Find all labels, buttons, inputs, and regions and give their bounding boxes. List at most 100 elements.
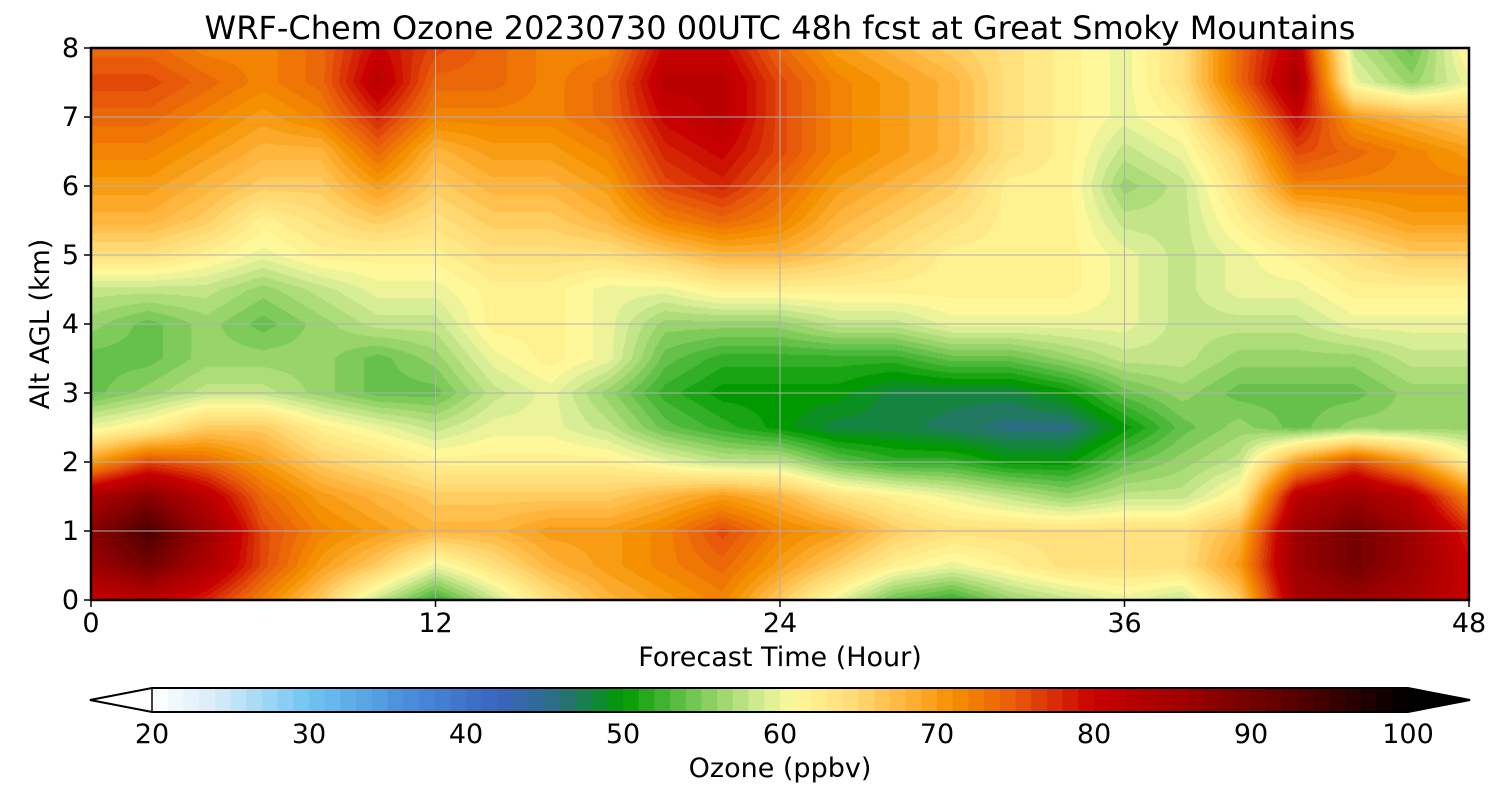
colorbar-band [403,688,420,712]
colorbar-band [371,688,389,712]
colorbar-band [1313,688,1331,712]
y-tick-label: 5 [62,240,79,271]
colorbar-band [1345,688,1362,712]
colorbar-band [654,688,671,712]
colorbar-band [1109,688,1126,712]
colorbar-band [1125,688,1142,712]
colorbar-tick-label: 20 [135,719,169,750]
colorbar-band [1172,688,1189,712]
colorbar-band [842,688,860,712]
x-tick-label: 48 [1452,608,1486,639]
colorbar-tick-label: 40 [449,719,483,750]
colorbar-band [1298,688,1315,712]
colorbar-band [984,688,1001,712]
colorbar-band [1329,688,1346,712]
colorbar-band [748,688,765,712]
colorbar-band [560,688,577,712]
colorbar-band [309,688,326,712]
colorbar-band [1376,688,1393,712]
colorbar-tick-label: 50 [606,719,640,750]
colorbar-band [827,688,844,712]
colorbar-band [1078,688,1095,712]
colorbar-band [670,688,687,712]
colorbar-tick-label: 60 [763,719,797,750]
colorbar-band [324,688,341,712]
y-tick-label: 8 [62,33,79,64]
colorbar-band [1266,688,1283,712]
colorbar-band [340,688,357,712]
colorbar-band [717,688,734,712]
colorbar-band [811,688,828,712]
chart-title: WRF-Chem Ozone 20230730 00UTC 48h fcst a… [205,9,1356,47]
colorbar-band [183,688,200,712]
colorbar-band [1251,688,1268,712]
colorbar-band [1031,688,1048,712]
colorbar-band [1235,688,1252,712]
colorbar-band [780,688,797,712]
colorbar-band [1094,688,1111,712]
y-axis-label: Alt AGL (km) [25,239,56,410]
colorbar-band [937,688,954,712]
colorbar-band [1219,688,1236,712]
colorbar-band [214,688,232,712]
x-tick-label: 0 [82,608,99,639]
colorbar-band [481,688,498,712]
colorbar-band [968,688,985,712]
colorbar-outline [89,687,1471,713]
grid-lines [91,48,1469,600]
colorbar-band [497,688,514,712]
colorbar-band [293,688,310,712]
colorbar-band [701,688,718,712]
colorbar-band [1156,688,1174,712]
colorbar-band [513,688,530,712]
colorbar-band [418,688,436,712]
colorbar-band [246,688,263,712]
colorbar-band [1015,688,1032,712]
colorbar-band [795,688,812,712]
colorbar-band [544,688,561,712]
colorbar-tick-label: 30 [292,719,326,750]
y-tick-label: 2 [62,447,79,478]
colorbar-tick-label: 80 [1077,719,1111,750]
y-tick-label: 0 [62,585,79,616]
y-tick-label: 7 [62,102,79,133]
colorbar-band [466,688,483,712]
x-tick-label: 12 [418,608,452,639]
y-tick-label: 4 [62,309,79,340]
colorbar-band [1188,688,1205,712]
x-tick-label: 36 [1107,608,1141,639]
colorbar-label: Ozone (ppbv) [689,753,872,784]
colorbar-band [607,688,624,712]
colorbar-band [152,688,169,712]
colorbar-band [732,688,750,712]
colorbar-band [921,688,938,712]
colorbar-band [999,688,1017,712]
x-tick-label: 24 [763,608,797,639]
colorbar-band [167,688,184,712]
colorbar: 20 30 40 50 60 70 80 90 100 [89,687,1471,750]
colorbar-band [1360,688,1378,712]
colorbar-tick-label: 70 [920,719,954,750]
colorbar-band [623,688,640,712]
colorbar-band [1392,688,1409,712]
colorbar-band [230,688,247,712]
y-axis-ticks: 0 1 2 3 4 5 6 7 8 [62,33,91,616]
y-tick-label: 1 [62,516,79,547]
colorbar-band [685,688,703,712]
colorbar-band [277,688,294,712]
colorbar-band [575,688,593,712]
colorbar-band [905,688,922,712]
y-tick-label: 3 [62,378,79,409]
colorbar-band [261,688,279,712]
colorbar-band [1282,688,1299,712]
colorbar-band [450,688,467,712]
colorbar-band [199,688,216,712]
colorbar-band [764,688,781,712]
colorbar-band [952,688,969,712]
x-axis-label: Forecast Time (Hour) [638,642,922,673]
colorbar-band [858,688,875,712]
colorbar-band [356,688,373,712]
colorbar-band [1062,688,1079,712]
colorbar-band [638,688,655,712]
